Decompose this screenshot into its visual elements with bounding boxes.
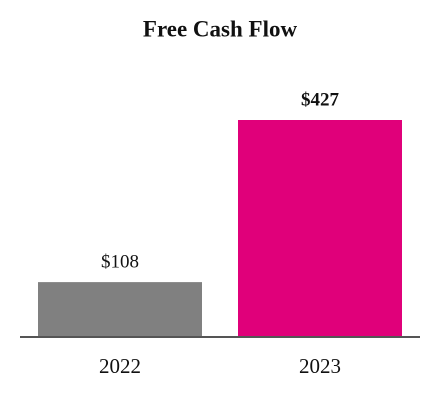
x-tick-label: 2023 bbox=[299, 354, 341, 378]
chart-title: Free Cash Flow bbox=[143, 16, 298, 41]
value-label: $427 bbox=[301, 89, 340, 110]
bar bbox=[238, 120, 402, 337]
value-label: $108 bbox=[101, 251, 139, 272]
x-tick-label: 2022 bbox=[99, 354, 141, 378]
bar bbox=[38, 282, 202, 337]
